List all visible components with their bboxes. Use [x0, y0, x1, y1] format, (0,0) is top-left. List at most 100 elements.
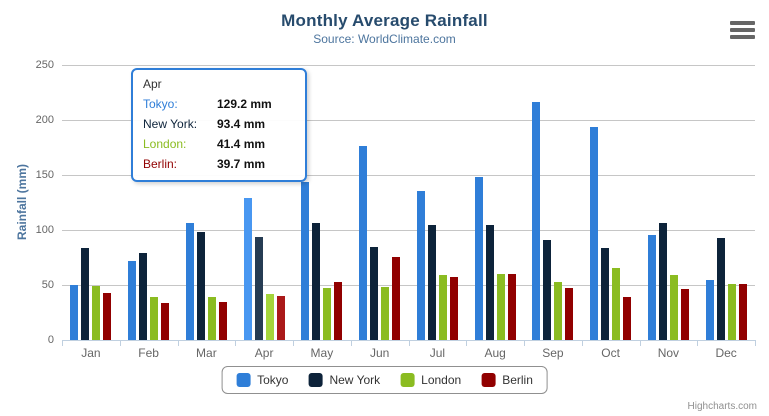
- tooltip-row: Berlin: 39.7 mm: [143, 157, 295, 171]
- y-axis-label: 100: [35, 224, 54, 236]
- bar-tokyo-may[interactable]: [301, 181, 310, 340]
- credits-link[interactable]: Highcharts.com: [687, 401, 757, 412]
- bar-london-nov[interactable]: [669, 274, 678, 340]
- bar-berlin-nov[interactable]: [680, 288, 689, 340]
- x-axis-label: Jun: [369, 346, 390, 360]
- hamburger-icon: [730, 21, 755, 39]
- bar-berlin-jun[interactable]: [392, 256, 401, 340]
- bar-berlin-aug[interactable]: [507, 273, 516, 340]
- bar-tokyo-dec[interactable]: [705, 280, 714, 340]
- bar-new-york-oct[interactable]: [601, 248, 610, 340]
- tooltip-series-label: Berlin:: [143, 157, 178, 171]
- x-axis-label: May: [310, 346, 334, 360]
- export-menu-button[interactable]: [730, 21, 755, 39]
- bar-berlin-feb[interactable]: [161, 303, 170, 340]
- bar-new-york-jun[interactable]: [370, 247, 379, 340]
- bar-berlin-jan[interactable]: [103, 293, 112, 340]
- x-axis-tick: [697, 341, 699, 346]
- legend-item-new-york[interactable]: New York: [308, 373, 380, 387]
- x-axis-label: Feb: [138, 346, 159, 360]
- x-axis-tick: [755, 341, 756, 346]
- tooltip-header: Apr: [143, 77, 162, 91]
- x-axis-tick: [466, 341, 468, 346]
- bar-london-aug[interactable]: [496, 274, 505, 340]
- x-axis-tick: [62, 341, 63, 346]
- bar-berlin-mar[interactable]: [218, 302, 227, 340]
- bar-berlin-jul[interactable]: [449, 276, 458, 340]
- x-axis-tick: [293, 341, 294, 346]
- gridline: [62, 65, 755, 66]
- bar-berlin-apr[interactable]: [276, 296, 285, 340]
- x-axis-label: Mar: [196, 346, 217, 360]
- bar-new-york-jul[interactable]: [427, 224, 436, 340]
- bar-tokyo-oct[interactable]: [590, 126, 599, 340]
- bar-london-jan[interactable]: [92, 286, 101, 340]
- legend-item-tokyo[interactable]: Tokyo: [236, 373, 288, 387]
- bar-berlin-oct[interactable]: [623, 297, 632, 340]
- legend-swatch: [308, 373, 323, 387]
- bar-london-may[interactable]: [323, 288, 332, 340]
- legend-swatch: [400, 373, 415, 387]
- bar-london-feb[interactable]: [150, 297, 159, 340]
- x-axis-label: Apr: [254, 346, 274, 360]
- bar-tokyo-jul[interactable]: [416, 190, 425, 340]
- bar-new-york-nov[interactable]: [658, 222, 667, 340]
- bar-new-york-jan[interactable]: [81, 248, 90, 340]
- x-axis-label: Oct: [601, 346, 620, 360]
- bar-berlin-sep[interactable]: [565, 287, 574, 340]
- legend-label: New York: [329, 373, 381, 387]
- bar-london-dec[interactable]: [727, 283, 736, 340]
- bar-new-york-aug[interactable]: [485, 225, 494, 340]
- tooltip-series-label: Tokyo:: [143, 97, 178, 111]
- bar-berlin-dec[interactable]: [738, 283, 747, 340]
- x-axis-tick: [408, 341, 410, 346]
- legend-item-berlin[interactable]: Berlin: [481, 373, 533, 387]
- y-axis-label: 50: [41, 279, 54, 291]
- bar-london-mar[interactable]: [207, 296, 216, 340]
- y-axis-label: 250: [35, 59, 54, 71]
- bar-tokyo-jun[interactable]: [359, 146, 368, 340]
- legend-item-london[interactable]: London: [400, 373, 461, 387]
- bar-tokyo-jan[interactable]: [70, 285, 79, 340]
- bar-new-york-mar[interactable]: [196, 231, 205, 340]
- legend-swatch: [481, 373, 496, 387]
- y-axis-label: 200: [35, 114, 54, 126]
- tooltip-row: Tokyo: 129.2 mm: [143, 97, 295, 111]
- bar-tokyo-feb[interactable]: [128, 261, 137, 340]
- bar-new-york-dec[interactable]: [716, 238, 725, 340]
- bar-tokyo-apr[interactable]: [243, 197, 252, 340]
- gridline: [62, 175, 755, 176]
- bar-tokyo-mar[interactable]: [185, 222, 194, 340]
- x-axis-label: Dec: [715, 346, 737, 360]
- tooltip-row: New York: 93.4 mm: [143, 117, 295, 131]
- tooltip-series-label: New York:: [143, 117, 198, 131]
- bar-london-oct[interactable]: [612, 268, 621, 340]
- tooltip-series-value: 39.7 mm: [217, 157, 266, 171]
- tooltip-series-label: London:: [143, 137, 187, 151]
- bar-new-york-feb[interactable]: [139, 253, 148, 340]
- bar-tokyo-sep[interactable]: [532, 101, 541, 340]
- bar-london-apr[interactable]: [265, 294, 274, 340]
- bar-tokyo-aug[interactable]: [474, 176, 483, 340]
- legend: Tokyo New York London Berlin: [221, 366, 548, 394]
- x-axis-tick: [235, 341, 237, 346]
- bar-london-jul[interactable]: [438, 275, 447, 340]
- x-axis-label: Aug: [484, 346, 506, 360]
- bar-new-york-may[interactable]: [312, 223, 321, 340]
- gridline: [62, 285, 755, 286]
- bar-tokyo-nov[interactable]: [647, 234, 656, 340]
- x-axis-tick: [639, 341, 641, 346]
- x-axis-tick: [350, 341, 352, 346]
- x-axis-line: [62, 340, 756, 341]
- bar-new-york-apr[interactable]: [254, 237, 263, 340]
- bar-london-sep[interactable]: [554, 282, 563, 340]
- x-axis-label: Nov: [657, 346, 680, 360]
- bar-berlin-may[interactable]: [334, 282, 343, 340]
- y-axis-labels: 0 50 100 150 200 250: [0, 59, 54, 346]
- x-axis-labels: Jan Feb Mar Apr May Jun Jul Aug Sep Oct Nov Dec: [62, 346, 755, 362]
- y-axis-label: 150: [35, 169, 54, 181]
- bar-new-york-sep[interactable]: [543, 239, 552, 340]
- x-axis-tick: [119, 341, 121, 346]
- bar-london-jun[interactable]: [381, 286, 390, 340]
